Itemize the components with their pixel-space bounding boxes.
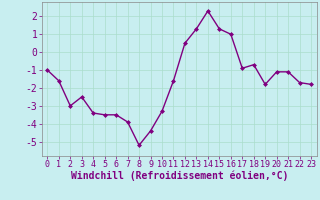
X-axis label: Windchill (Refroidissement éolien,°C): Windchill (Refroidissement éolien,°C) xyxy=(70,171,288,181)
